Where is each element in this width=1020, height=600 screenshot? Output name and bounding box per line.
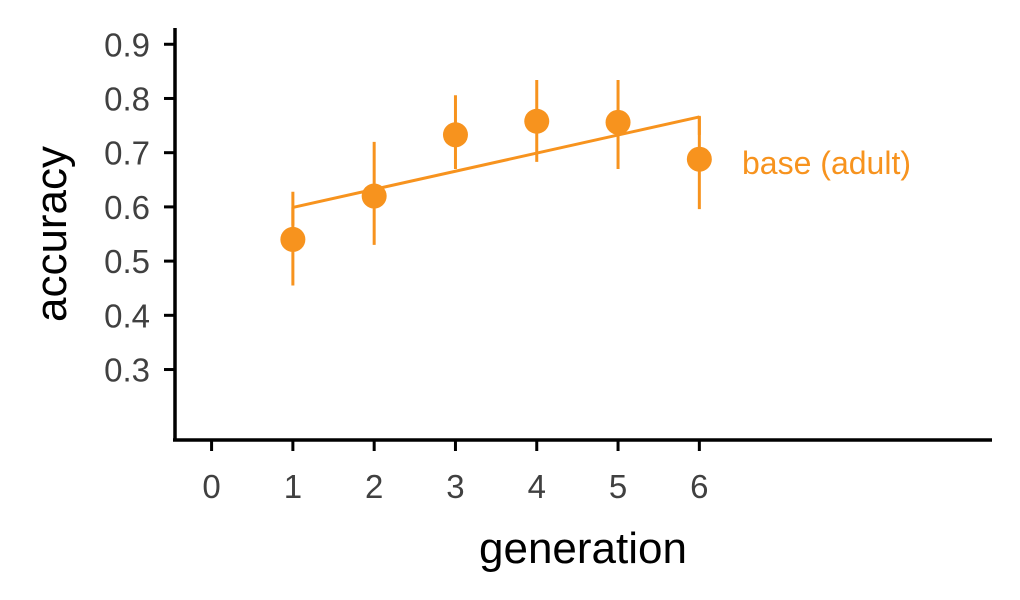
- x-axis-title: generation: [479, 524, 687, 573]
- plot-marks: [280, 80, 712, 286]
- y-ticks: 0.3 0.4 0.5 0.6 0.7 0.8 0.9: [104, 26, 175, 389]
- series-label: base (adult): [742, 145, 911, 181]
- trend-line: [292, 115, 700, 209]
- y-tick-label: 0.7: [104, 135, 150, 172]
- x-tick-label: 5: [609, 468, 627, 505]
- x-tick-label: 6: [690, 468, 708, 505]
- x-tick-label: 0: [202, 468, 220, 505]
- x-ticks: 0 1 2 3 4 5 6: [202, 440, 709, 505]
- data-point: [686, 146, 712, 172]
- x-tick-label: 2: [365, 468, 383, 505]
- x-tick-label: 1: [284, 468, 302, 505]
- data-point: [361, 183, 387, 209]
- y-tick-label: 0.3: [104, 352, 150, 389]
- x-tick-label: 4: [528, 468, 546, 505]
- data-point: [442, 122, 468, 148]
- data-point: [280, 226, 306, 252]
- data-point: [605, 109, 631, 135]
- x-tick-label: 3: [446, 468, 464, 505]
- y-tick-label: 0.4: [104, 297, 150, 334]
- data-point: [524, 108, 550, 134]
- y-axis-title: accuracy: [27, 146, 76, 322]
- y-tick-label: 0.8: [104, 80, 150, 117]
- y-tick-label: 0.9: [104, 26, 150, 63]
- y-tick-label: 0.5: [104, 243, 150, 280]
- y-tick-label: 0.6: [104, 189, 150, 226]
